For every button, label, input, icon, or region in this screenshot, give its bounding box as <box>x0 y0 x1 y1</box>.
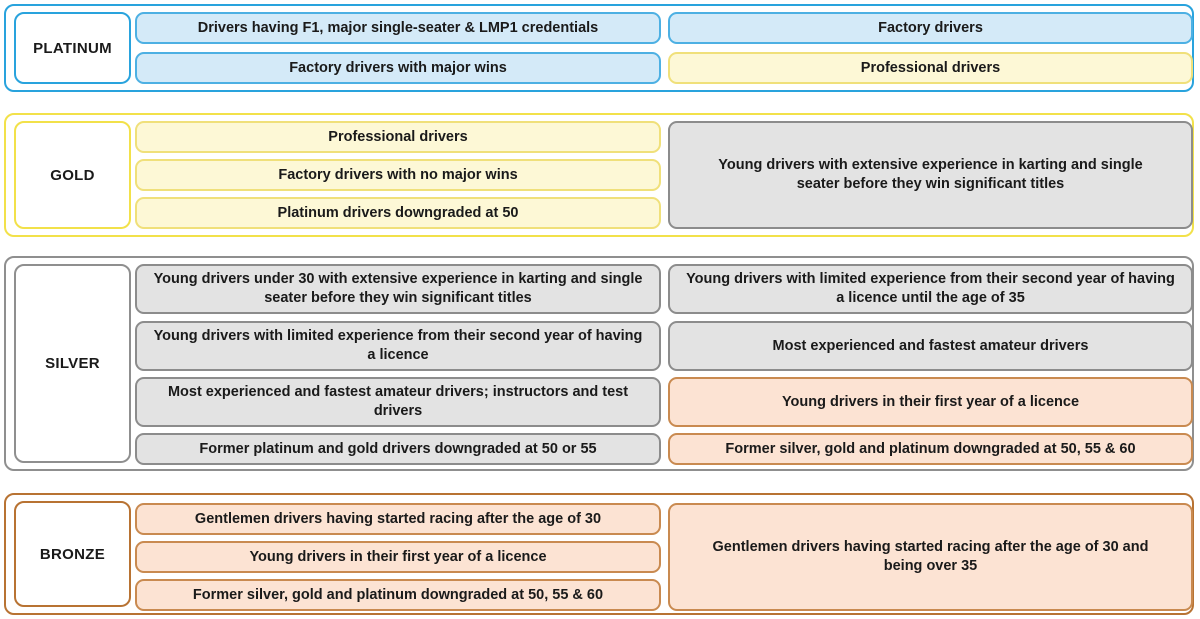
silver-right-item: Most experienced and fastest amateur dri… <box>668 321 1193 371</box>
gold-tier-label: GOLD <box>14 121 131 229</box>
gold-tier-panel: GOLD Professional drivers Factory driver… <box>4 113 1194 237</box>
silver-left-item: Young drivers under 30 with extensive ex… <box>135 264 661 314</box>
silver-left-item: Most experienced and fastest amateur dri… <box>135 377 661 427</box>
platinum-right-item: Factory drivers <box>668 12 1193 44</box>
bronze-left-item: Former silver, gold and platinum downgra… <box>135 579 661 611</box>
gold-left-item: Professional drivers <box>135 121 661 153</box>
silver-right-item: Young drivers with limited experience fr… <box>668 264 1193 314</box>
bronze-tier-label: BRONZE <box>14 501 131 607</box>
gold-left-item: Platinum drivers downgraded at 50 <box>135 197 661 229</box>
bronze-left-item: Young drivers in their first year of a l… <box>135 541 661 573</box>
bronze-tier-panel: BRONZE Gentlemen drivers having started … <box>4 493 1194 615</box>
gold-left-item: Factory drivers with no major wins <box>135 159 661 191</box>
silver-left-item: Young drivers with limited experience fr… <box>135 321 661 371</box>
platinum-left-item: Drivers having F1, major single-seater &… <box>135 12 661 44</box>
silver-tier-panel: SILVER Young drivers under 30 with exten… <box>4 256 1194 471</box>
bronze-left-item: Gentlemen drivers having started racing … <box>135 503 661 535</box>
silver-right-item: Young drivers in their first year of a l… <box>668 377 1193 427</box>
platinum-left-item: Factory drivers with major wins <box>135 52 661 84</box>
gold-right-item: Young drivers with extensive experience … <box>668 121 1193 229</box>
platinum-tier-label: PLATINUM <box>14 12 131 84</box>
platinum-right-item: Professional drivers <box>668 52 1193 84</box>
bronze-right-item: Gentlemen drivers having started racing … <box>668 503 1193 611</box>
platinum-tier-panel: PLATINUM Drivers having F1, major single… <box>4 4 1194 92</box>
silver-right-item: Former silver, gold and platinum downgra… <box>668 433 1193 465</box>
silver-left-item: Former platinum and gold drivers downgra… <box>135 433 661 465</box>
silver-tier-label: SILVER <box>14 264 131 463</box>
